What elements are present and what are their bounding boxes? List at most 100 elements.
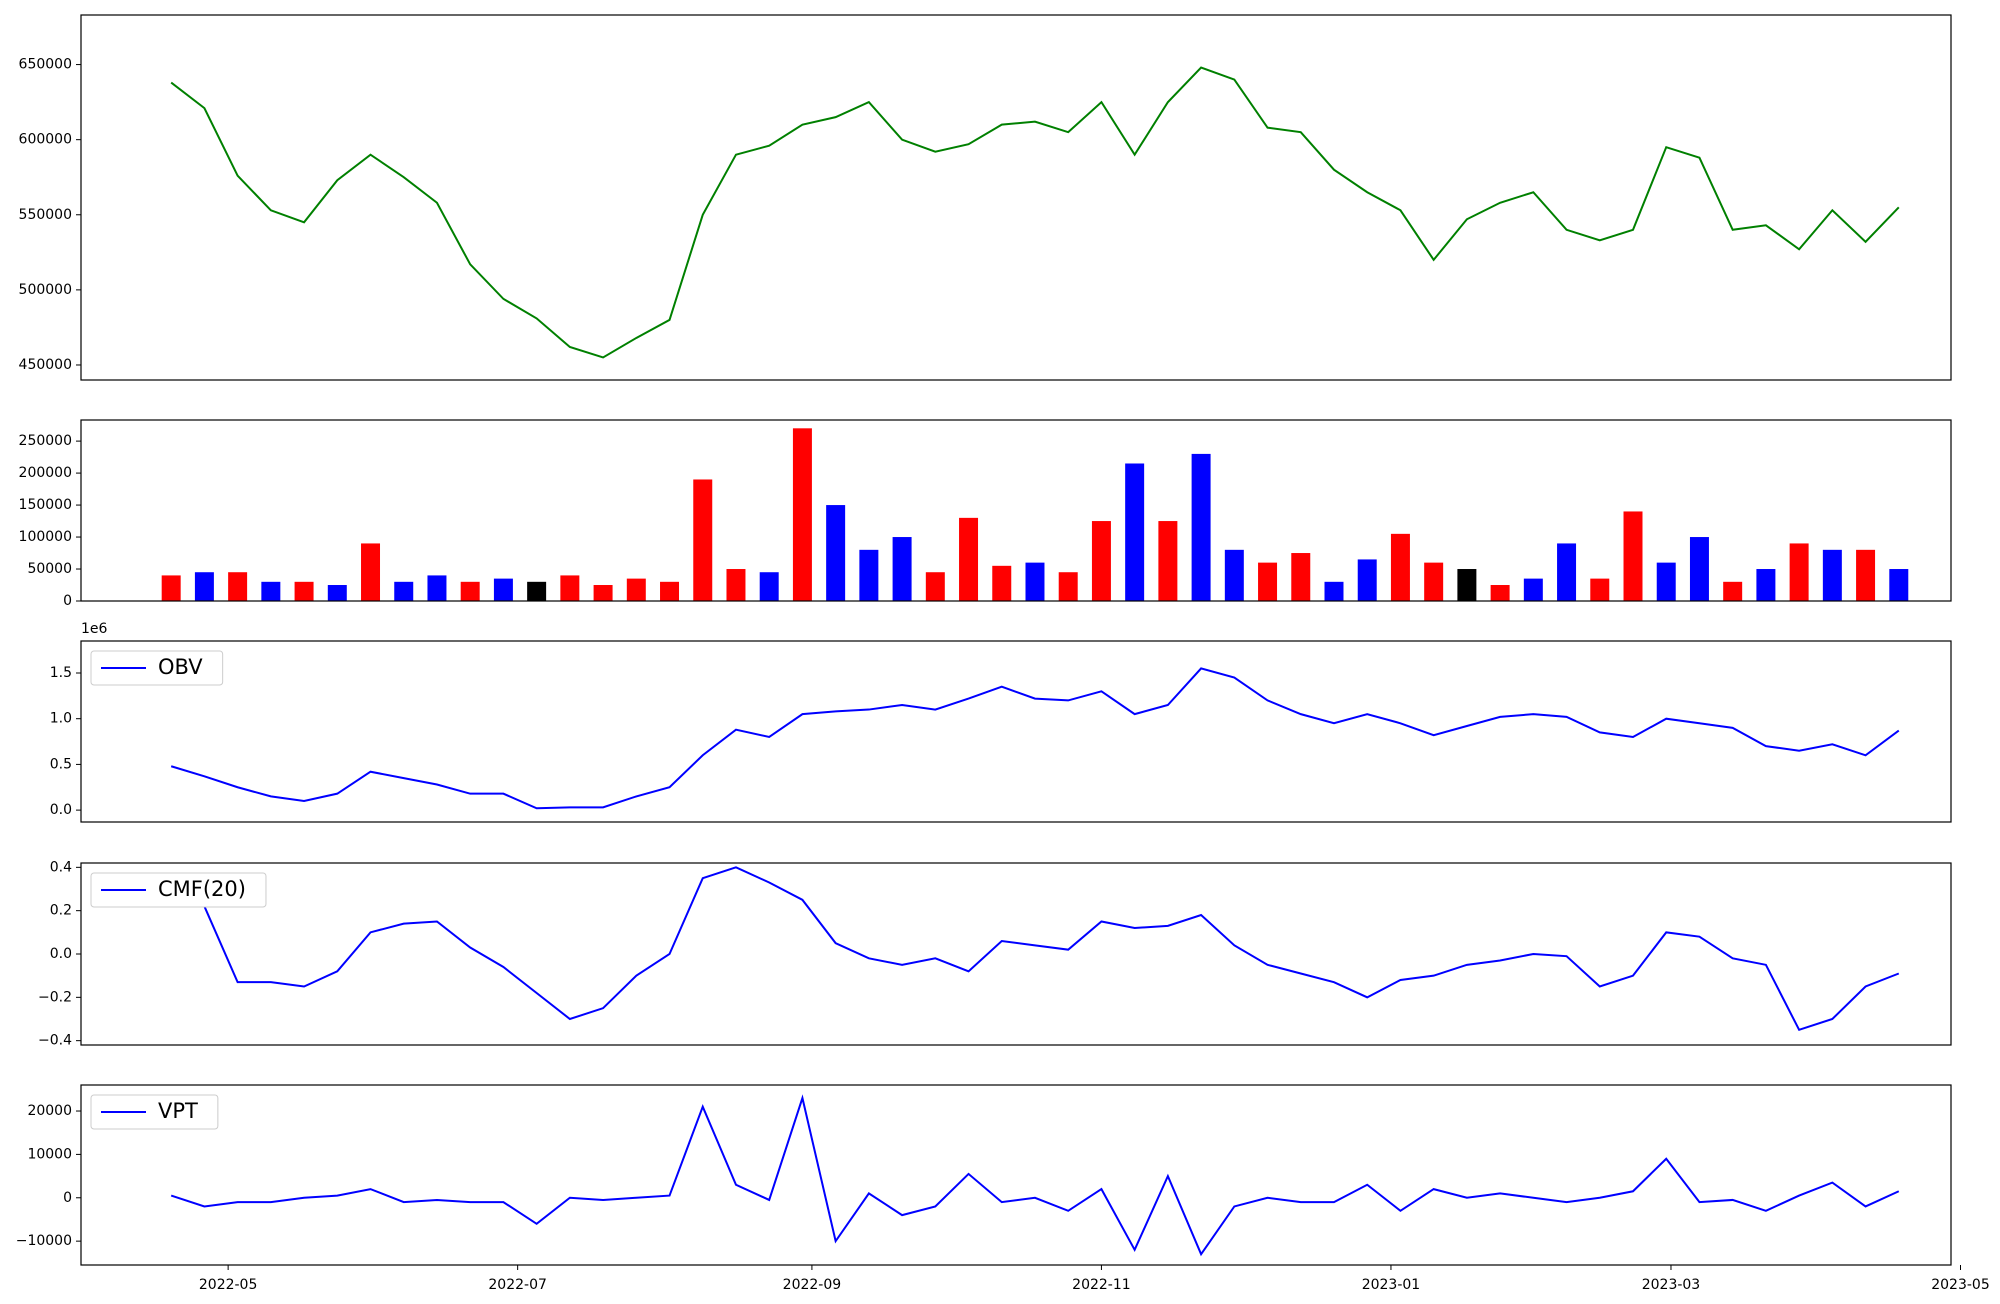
- y-offset-label: 1e6: [81, 621, 108, 637]
- bar: [1258, 562, 1278, 601]
- bar: [361, 543, 381, 601]
- x-tick-label: 2023-05: [1931, 1277, 1990, 1293]
- bar: [1324, 581, 1344, 601]
- bar: [1091, 521, 1111, 601]
- y-tick-label: −10000: [16, 1233, 72, 1249]
- y-tick-label: 250000: [19, 433, 72, 449]
- y-tick-label: 10000: [27, 1146, 72, 1162]
- bar: [593, 585, 613, 601]
- y-tick-label: −0.4: [38, 1033, 72, 1049]
- legend-label: CMF(20): [158, 877, 246, 901]
- bar: [1191, 453, 1211, 601]
- y-tick-label: 1.0: [50, 711, 72, 727]
- x-tick-label: 2023-03: [1642, 1277, 1701, 1293]
- bar: [1291, 553, 1311, 601]
- bar: [1789, 543, 1809, 601]
- x-tick-label: 2022-05: [199, 1277, 258, 1293]
- y-tick-label: 1.5: [50, 665, 72, 681]
- bar: [792, 428, 812, 601]
- y-tick-label: 550000: [19, 207, 72, 223]
- bar: [1058, 572, 1078, 601]
- bar: [1557, 543, 1577, 601]
- bar: [1390, 533, 1410, 601]
- y-tick-label: 0.4: [50, 859, 72, 875]
- bar: [693, 479, 713, 601]
- bar: [826, 505, 846, 601]
- bar: [1856, 549, 1876, 601]
- bar: [560, 575, 580, 601]
- line-series: [170, 667, 1900, 810]
- bar: [1158, 521, 1178, 601]
- x-tick-label: 2023-01: [1362, 1277, 1421, 1293]
- plot-frame: [80, 1084, 1952, 1266]
- bar: [959, 517, 979, 601]
- x-tick-label: 2022-07: [488, 1277, 547, 1293]
- y-tick-label: 150000: [19, 497, 72, 513]
- bar: [493, 578, 513, 601]
- bar: [892, 537, 912, 601]
- y-tick-label: 0.2: [50, 903, 72, 919]
- bar: [1357, 559, 1377, 601]
- y-tick-label: 450000: [19, 357, 72, 373]
- legend-label: OBV: [158, 655, 203, 679]
- plot-frame: [80, 14, 1952, 381]
- y-tick-label: 600000: [19, 132, 72, 148]
- y-tick-label: 650000: [19, 57, 72, 73]
- bar: [1723, 581, 1743, 601]
- bar: [1025, 562, 1045, 601]
- x-tick-label: 2022-11: [1072, 1277, 1131, 1293]
- bar: [1689, 537, 1709, 601]
- bar: [859, 549, 879, 601]
- y-tick-label: −0.2: [38, 989, 72, 1005]
- y-tick-label: 20000: [27, 1103, 72, 1119]
- bar: [626, 578, 646, 601]
- y-tick-label: 0: [63, 1190, 72, 1206]
- bar: [1623, 511, 1643, 601]
- line-series: [170, 1094, 1900, 1257]
- bar: [925, 572, 945, 601]
- bar: [1457, 569, 1477, 601]
- plot-frame: [80, 419, 1952, 602]
- bar: [992, 565, 1012, 601]
- y-tick-label: 200000: [19, 465, 72, 481]
- bar: [1523, 578, 1543, 601]
- bar: [1490, 585, 1510, 601]
- plot-frame: [80, 640, 1952, 823]
- bar: [460, 581, 480, 601]
- bar: [1889, 569, 1909, 601]
- bar: [194, 572, 214, 601]
- legend-box: [90, 1094, 219, 1130]
- line-series: [170, 866, 1900, 1032]
- bar: [394, 581, 414, 601]
- bar: [660, 581, 680, 601]
- bar: [1822, 549, 1842, 601]
- bar: [427, 575, 447, 601]
- y-tick-label: 500000: [19, 282, 72, 298]
- bar: [1656, 562, 1676, 601]
- bar: [228, 572, 248, 601]
- bar: [161, 575, 181, 601]
- y-tick-label: 50000: [27, 561, 72, 577]
- bar: [759, 572, 779, 601]
- bar: [1756, 569, 1776, 601]
- bar: [1125, 463, 1145, 601]
- bar: [294, 581, 314, 601]
- y-tick-label: 0.5: [50, 756, 72, 772]
- bar: [327, 585, 347, 601]
- bar: [1424, 562, 1444, 601]
- plot-frame: [80, 862, 1952, 1046]
- x-tick-label: 2022-09: [783, 1277, 842, 1293]
- legend-label: VPT: [158, 1099, 198, 1123]
- line-series: [170, 66, 1900, 359]
- legend-box: [90, 650, 224, 686]
- bar: [1590, 578, 1610, 601]
- bar: [261, 581, 281, 601]
- legend-box: [90, 872, 267, 908]
- y-tick-label: 0.0: [50, 946, 72, 962]
- y-tick-label: 0.0: [50, 802, 72, 818]
- bar: [527, 581, 547, 601]
- y-tick-label: 100000: [19, 529, 72, 545]
- y-tick-label: 0: [63, 593, 72, 609]
